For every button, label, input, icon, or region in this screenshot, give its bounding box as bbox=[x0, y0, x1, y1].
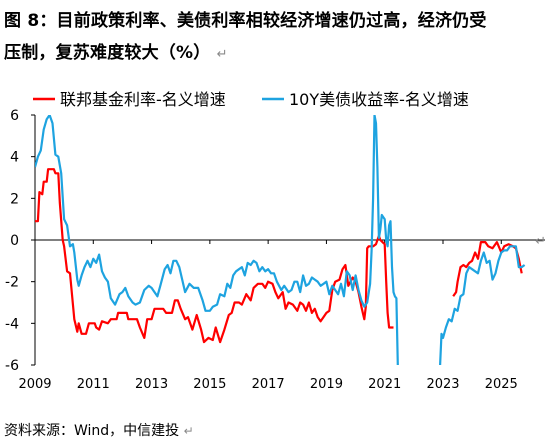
y-tick-label: -4 bbox=[5, 316, 19, 332]
return-mark: ↵ bbox=[216, 47, 228, 62]
y-tick-label: -2 bbox=[5, 275, 19, 291]
legend-label-fed-funds: 联邦基金利率-名义增速 bbox=[60, 90, 226, 109]
x-tick-label: 2013 bbox=[135, 377, 168, 392]
return-mark-side: ↵ bbox=[535, 234, 546, 249]
figure-title-line2: 压制，复苏难度较大（%） bbox=[4, 43, 211, 63]
y-tick-label: -6 bbox=[5, 358, 19, 374]
source-note: 资料来源：Wind，中信建投 ↵ bbox=[4, 420, 194, 440]
line-chart: 联邦基金利率-名义增速 10Y美债收益率-名义增速 6 4 2 0 -2 -4 -6 2009… bbox=[5, 90, 545, 392]
legend: 联邦基金利率-名义增速 10Y美债收益率-名义增速 bbox=[33, 90, 469, 109]
return-mark-source: ↵ bbox=[183, 424, 194, 438]
figure-title-line1: 图 8：目前政策利率、美债利率相较经济增速仍过高，经济仍受 bbox=[4, 11, 487, 31]
figure-title: 图 8：目前政策利率、美债利率相较经济增速仍过高，经济仍受 压制，复苏难度较大（… bbox=[4, 5, 544, 71]
x-tick-label: 2015 bbox=[193, 377, 226, 392]
x-tick-label: 2021 bbox=[368, 377, 401, 392]
x-tick-label: 2011 bbox=[77, 377, 110, 392]
x-tick-label: 2023 bbox=[426, 377, 459, 392]
series-line-10y-treasury bbox=[35, 115, 399, 365]
x-tick-label: 2025 bbox=[485, 377, 518, 392]
legend-label-10y: 10Y美债收益率-名义增速 bbox=[289, 90, 469, 109]
series-line-10y-treasury-segment-2 bbox=[439, 245, 526, 365]
source-text: 资料来源：Wind，中信建投 bbox=[4, 423, 180, 439]
series-line-fed-funds bbox=[35, 168, 394, 344]
x-tick-label: 2017 bbox=[252, 377, 285, 392]
x-tick-label: 2009 bbox=[18, 377, 51, 392]
y-tick-label: 0 bbox=[10, 233, 19, 249]
y-tick-label: 2 bbox=[10, 191, 19, 207]
y-tick-label: 6 bbox=[10, 108, 19, 124]
y-tick-label: 4 bbox=[10, 150, 19, 166]
x-tick-label: 2019 bbox=[310, 377, 343, 392]
axes: 6 4 2 0 -2 -4 -6 2009 2011 2013 2015 2017 2019 2021 20… bbox=[5, 108, 545, 392]
plot-area bbox=[35, 115, 526, 365]
